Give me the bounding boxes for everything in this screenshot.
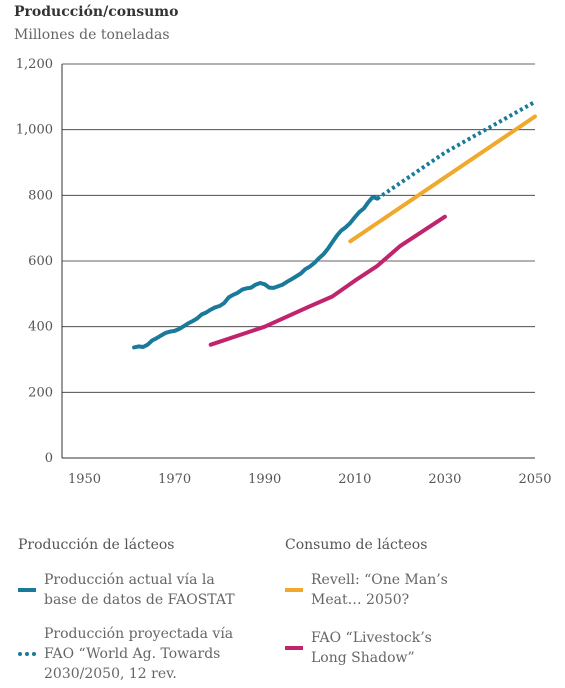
x-tick-label: 1950	[68, 472, 101, 487]
legend-item-projected: Producción proyectada vía FAO “World Ag.…	[18, 624, 233, 684]
x-tick-label: 1970	[158, 472, 191, 487]
y-tick-label: 0	[45, 451, 53, 466]
legend-group-production: Producción de lácteos	[18, 537, 175, 553]
series-line-3	[208, 214, 447, 347]
series-line-0	[132, 195, 380, 350]
x-tick-label: 2050	[518, 472, 551, 487]
line-chart: 0 200 400 600 800 1,000 1,200 1950 1970 1990 2010 2…	[16, 57, 552, 487]
legend-label-revell: Revell: “One Man’s Meat… 2050?	[311, 572, 448, 608]
y-tick-label: 600	[28, 254, 53, 269]
legend-swatch-revell	[285, 588, 303, 592]
y-tick-label: 400	[28, 320, 53, 335]
x-tick-label: 2030	[428, 472, 461, 487]
legend-item-actual: Producción actual vía la base de datos d…	[18, 570, 235, 610]
legend-swatch-fao	[285, 646, 303, 650]
legend-item-revell: Revell: “One Man’s Meat… 2050?	[285, 570, 448, 610]
legend-label-actual: Producción actual vía la base de datos d…	[44, 572, 235, 608]
legend-group-consumption: Consumo de lácteos	[285, 537, 428, 553]
series-line-1	[376, 100, 536, 201]
x-tick-label: 2010	[338, 472, 371, 487]
legend-swatch-projected	[18, 652, 36, 656]
y-tick-label: 1,200	[16, 57, 53, 72]
x-tick-label: 1990	[248, 472, 281, 487]
chart-subtitle: Millones de toneladas	[14, 27, 170, 43]
y-tick-label: 200	[28, 385, 53, 400]
legend-item-fao: FAO “Livestock’s Long Shadow”	[285, 628, 432, 668]
series-line-2	[348, 114, 537, 244]
legend-label-projected: Producción proyectada vía FAO “World Ag.…	[44, 626, 234, 682]
legend-label-fao: FAO “Livestock’s Long Shadow”	[311, 630, 432, 666]
chart-title: Producción/consumo	[14, 4, 179, 20]
y-tick-label: 1,000	[16, 123, 53, 138]
legend-swatch-actual	[18, 588, 36, 592]
y-tick-label: 800	[28, 188, 53, 203]
